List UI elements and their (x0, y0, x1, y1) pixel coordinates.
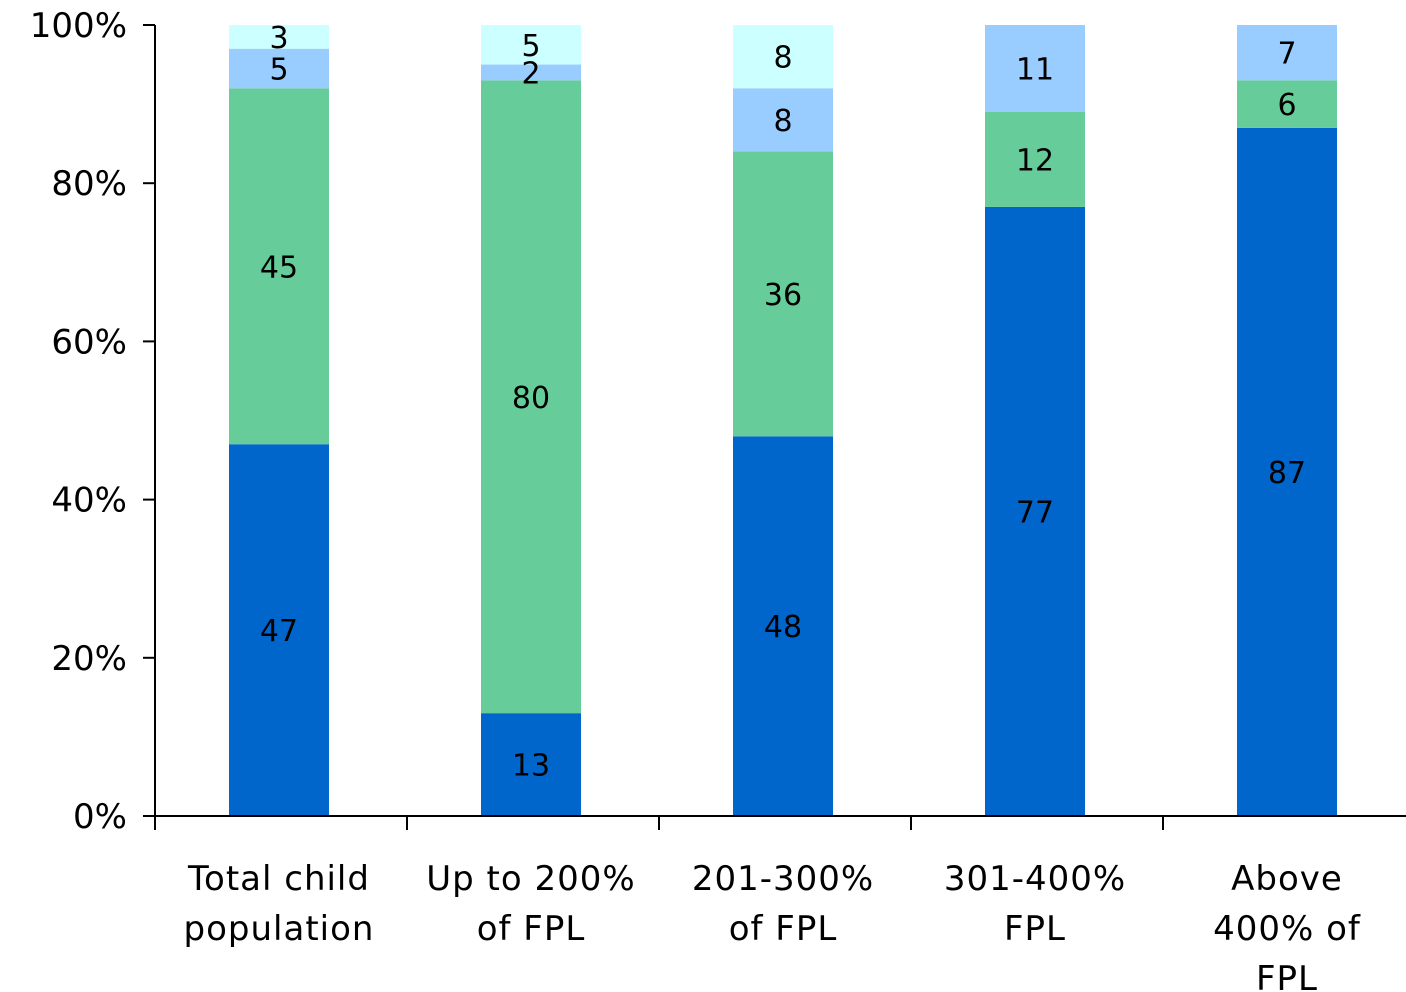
x-category-label: Total child (187, 859, 370, 899)
y-tick-label: 40% (51, 481, 127, 521)
data-label: 5 (521, 29, 540, 64)
bar-segment (985, 112, 1085, 207)
x-category-label: 201-300% (692, 859, 874, 899)
bars-group (229, 25, 1337, 816)
data-label: 8 (773, 41, 792, 76)
x-category-label: FPL (1256, 959, 1318, 992)
y-axis-ticks: 0% 20% 40% 60% 80% 100% (30, 6, 155, 837)
bar-segment (229, 25, 329, 49)
bar-segment (229, 48, 329, 89)
x-category-label: 400% of (1213, 909, 1361, 949)
x-category-label: FPL (1004, 909, 1066, 949)
x-category-label: of FPL (729, 909, 838, 949)
bar-segment (733, 88, 833, 152)
data-label: 13 (512, 749, 550, 784)
x-category-label: Up to 200% (426, 859, 635, 899)
bar-segment (733, 25, 833, 89)
x-category-label: 301-400% (944, 859, 1126, 899)
data-label: 77 (1016, 495, 1054, 530)
bar-segment (733, 436, 833, 816)
bar-segment (985, 25, 1085, 113)
data-label: 8 (773, 104, 792, 139)
data-label: 36 (764, 278, 802, 313)
data-label: 2 (521, 56, 540, 91)
bar-segment (481, 80, 581, 714)
data-label: 12 (1016, 143, 1054, 178)
y-tick-label: 0% (73, 797, 127, 837)
bar-segment (985, 206, 1085, 816)
y-tick-label: 60% (51, 322, 127, 362)
data-label: 87 (1268, 456, 1306, 491)
bar-segment (1237, 80, 1337, 128)
y-tick-label: 100% (30, 6, 127, 46)
data-label: 48 (764, 610, 802, 645)
x-category-label: population (184, 909, 375, 949)
bar-segment (733, 151, 833, 437)
x-category-label: of FPL (477, 909, 586, 949)
data-label: 11 (1016, 53, 1054, 88)
bar-segment (1237, 127, 1337, 816)
x-category-label: Above (1231, 859, 1343, 899)
data-label: 80 (512, 381, 550, 416)
bar-segment (229, 88, 329, 445)
bar-segment (1237, 25, 1337, 81)
data-label: 45 (260, 250, 298, 285)
data-label: 7 (1277, 37, 1296, 72)
y-tick-label: 80% (51, 164, 127, 204)
data-label: 6 (1277, 88, 1296, 123)
x-axis-ticks: Total child population Up to 200% of FPL 201… (154, 816, 1361, 992)
data-label: 47 (260, 614, 298, 649)
bar-segment (229, 444, 329, 816)
bar-segment (481, 25, 581, 65)
y-tick-label: 20% (51, 639, 127, 679)
data-label: 5 (269, 53, 288, 88)
bar-segment (481, 64, 581, 81)
data-label: 3 (269, 21, 288, 56)
bar-segment (481, 713, 581, 816)
